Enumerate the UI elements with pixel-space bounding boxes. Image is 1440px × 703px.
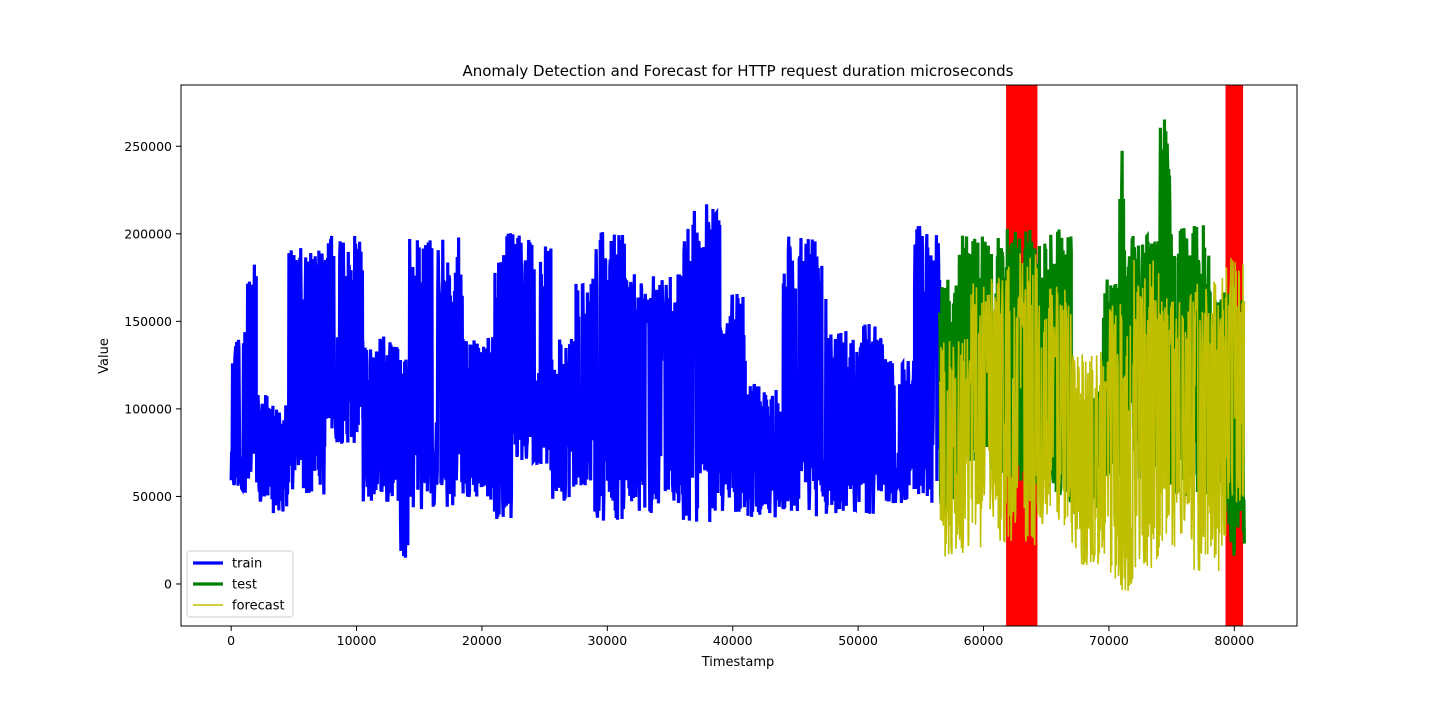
legend: train test forecast	[186, 550, 294, 618]
plot-frame	[180, 84, 1298, 627]
x-tick-label: 10000	[337, 633, 377, 648]
series-line-train	[229, 204, 942, 558]
series-line-forecast	[938, 253, 1246, 591]
y-tick-label: 100000	[124, 401, 172, 416]
y-axis: 0 50000 100000 150000 200000 250000	[124, 139, 181, 591]
x-tick-label: 60000	[964, 633, 1004, 648]
legend-label-test: test	[232, 578, 257, 593]
y-tick-label: 250000	[124, 139, 172, 154]
y-tick-label: 0	[164, 576, 172, 591]
y-axis-label: Value	[97, 338, 112, 374]
series-lines	[229, 119, 1246, 591]
x-tick-label: 20000	[462, 633, 502, 648]
x-tick-label: 80000	[1214, 633, 1254, 648]
legend-label-forecast: forecast	[232, 599, 285, 614]
legend-box	[186, 550, 294, 618]
y-tick-label: 50000	[132, 489, 172, 504]
legend-label-train: train	[232, 557, 262, 572]
x-tick-label: 0	[227, 633, 235, 648]
chart-title: Anomaly Detection and Forecast for HTTP …	[462, 62, 1013, 80]
x-tick-label: 30000	[587, 633, 627, 648]
x-axis: 0 10000 20000 30000 40000 50000 60000 70000 8000…	[227, 626, 1254, 648]
y-tick-label: 200000	[124, 226, 172, 241]
x-axis-label: Timestamp	[701, 655, 775, 670]
plot-area	[229, 85, 1246, 626]
x-tick-label: 40000	[713, 633, 753, 648]
y-tick-label: 150000	[124, 314, 172, 329]
x-tick-label: 50000	[838, 633, 878, 648]
x-tick-label: 70000	[1089, 633, 1129, 648]
